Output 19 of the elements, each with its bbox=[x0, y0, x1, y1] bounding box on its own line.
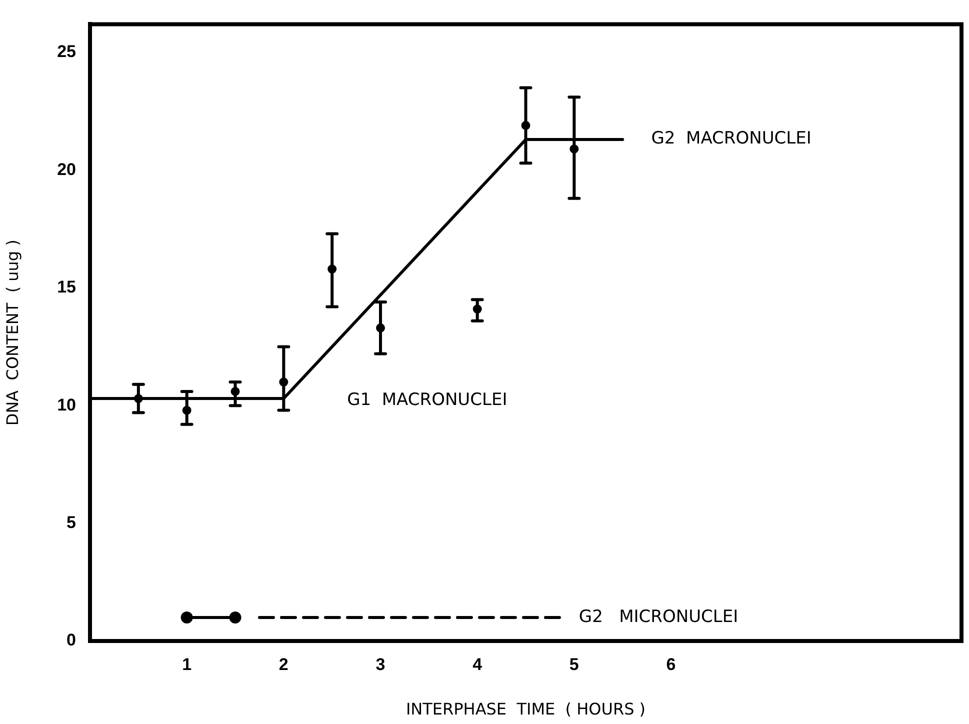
annotation: G1 MACRONUCLEI bbox=[347, 390, 508, 410]
x-tick-label: 3 bbox=[376, 654, 386, 674]
x-tick-label: 1 bbox=[182, 654, 192, 674]
y-tick-label: 25 bbox=[57, 42, 76, 62]
point bbox=[229, 611, 242, 624]
annotation: G2 MACRONUCLEI bbox=[651, 128, 812, 148]
y-tick-label: 5 bbox=[66, 512, 76, 532]
x-axis-title: INTERPHASE TIME ( HOURS ) bbox=[406, 700, 646, 719]
x-tick-label: 4 bbox=[472, 654, 483, 674]
point bbox=[180, 611, 193, 624]
x-tick-label: 6 bbox=[666, 654, 676, 674]
annotation: G2 MICRONUCLEI bbox=[578, 606, 738, 627]
y-tick-label: 20 bbox=[57, 160, 76, 179]
y-tick-label: 10 bbox=[57, 395, 76, 414]
y-axis-title: DNA CONTENT ( uug ) bbox=[2, 240, 22, 426]
x-tick-label: 2 bbox=[278, 654, 288, 674]
y-tick-label: 15 bbox=[57, 278, 76, 297]
x-tick-label: 5 bbox=[569, 654, 579, 674]
y-tick-label: 0 bbox=[66, 630, 76, 650]
